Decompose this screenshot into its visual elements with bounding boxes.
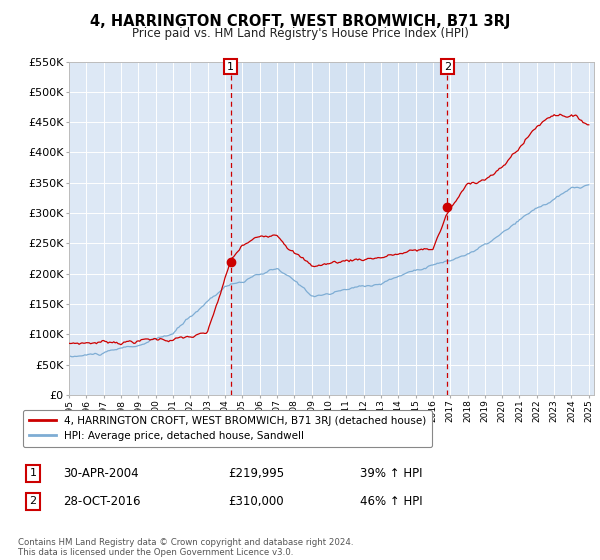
Bar xyxy=(230,62,447,395)
Text: £219,995: £219,995 xyxy=(228,466,284,480)
Text: 2: 2 xyxy=(443,62,451,72)
Text: 2: 2 xyxy=(29,496,37,506)
Text: 46% ↑ HPI: 46% ↑ HPI xyxy=(360,494,422,508)
Text: 39% ↑ HPI: 39% ↑ HPI xyxy=(360,466,422,480)
Text: 1: 1 xyxy=(29,468,37,478)
Text: £310,000: £310,000 xyxy=(228,494,284,508)
Text: 28-OCT-2016: 28-OCT-2016 xyxy=(63,494,140,508)
Text: 4, HARRINGTON CROFT, WEST BROMWICH, B71 3RJ: 4, HARRINGTON CROFT, WEST BROMWICH, B71 … xyxy=(90,14,510,29)
Legend: 4, HARRINGTON CROFT, WEST BROMWICH, B71 3RJ (detached house), HPI: Average price: 4, HARRINGTON CROFT, WEST BROMWICH, B71 … xyxy=(23,409,433,447)
Text: Price paid vs. HM Land Registry's House Price Index (HPI): Price paid vs. HM Land Registry's House … xyxy=(131,27,469,40)
Text: Contains HM Land Registry data © Crown copyright and database right 2024.
This d: Contains HM Land Registry data © Crown c… xyxy=(18,538,353,557)
Text: 30-APR-2004: 30-APR-2004 xyxy=(63,466,139,480)
Text: 1: 1 xyxy=(227,62,234,72)
